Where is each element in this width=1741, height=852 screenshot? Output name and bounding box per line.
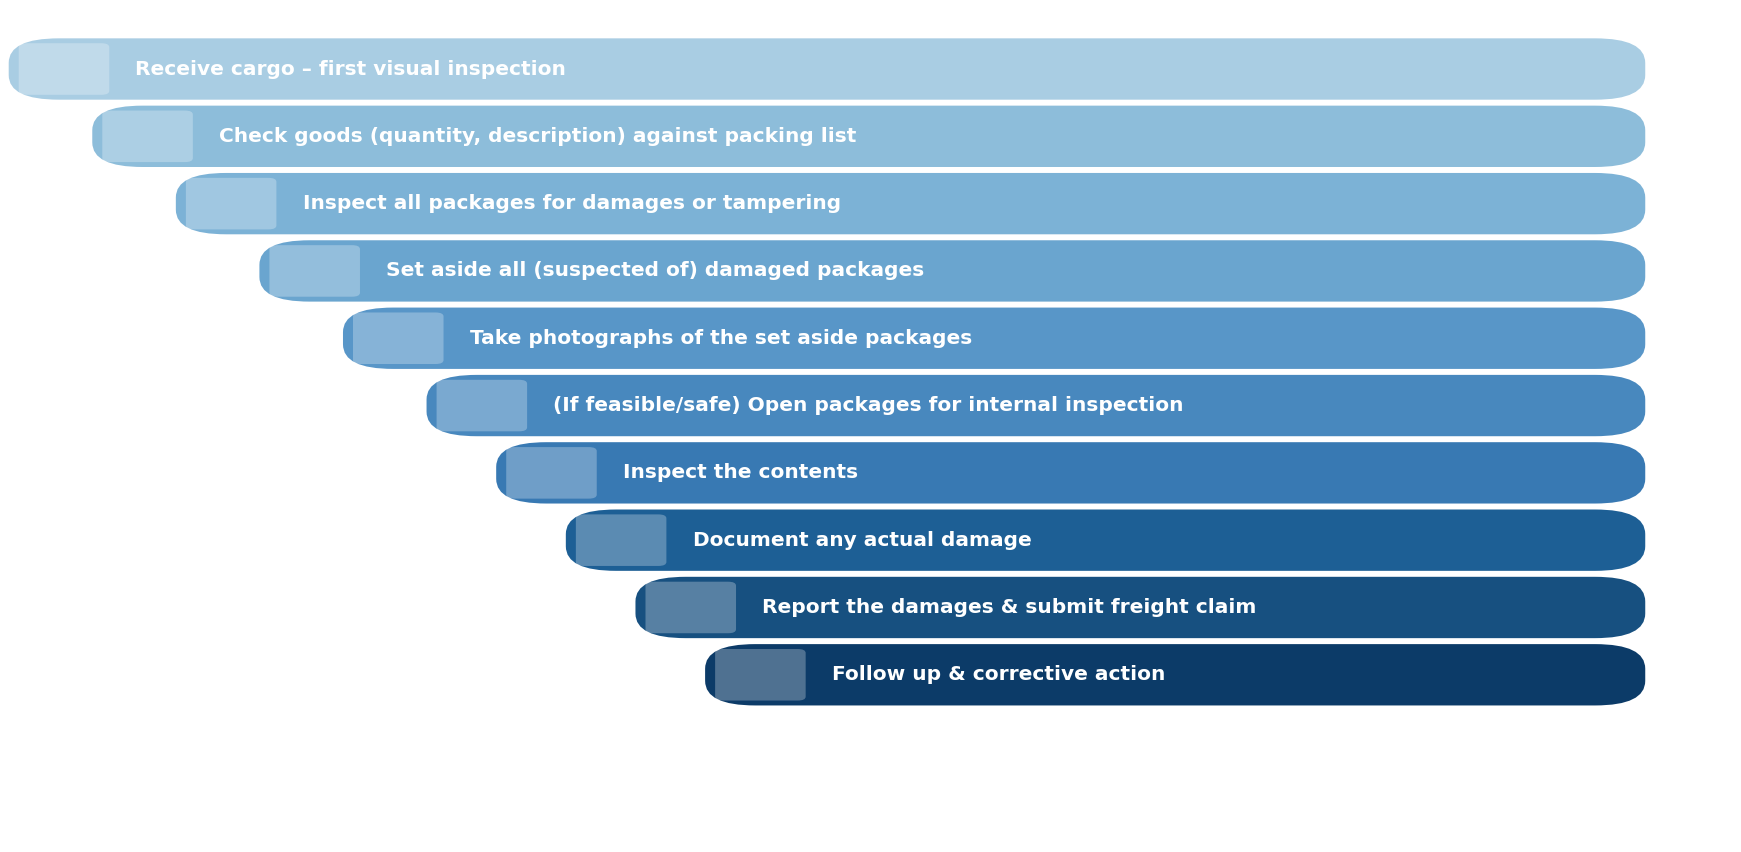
FancyBboxPatch shape bbox=[176, 173, 1645, 234]
Text: Document any actual damage: Document any actual damage bbox=[693, 531, 1031, 550]
Text: Take photographs of the set aside packages: Take photographs of the set aside packag… bbox=[470, 329, 971, 348]
FancyBboxPatch shape bbox=[270, 245, 360, 296]
FancyBboxPatch shape bbox=[507, 447, 597, 498]
FancyBboxPatch shape bbox=[496, 442, 1645, 504]
FancyBboxPatch shape bbox=[427, 375, 1645, 436]
Text: Receive cargo – first visual inspection: Receive cargo – first visual inspection bbox=[136, 60, 566, 78]
FancyBboxPatch shape bbox=[635, 577, 1645, 638]
FancyBboxPatch shape bbox=[566, 509, 1645, 571]
FancyBboxPatch shape bbox=[576, 515, 667, 566]
FancyBboxPatch shape bbox=[103, 111, 193, 162]
FancyBboxPatch shape bbox=[353, 313, 444, 364]
FancyBboxPatch shape bbox=[646, 582, 736, 633]
Text: Set aside all (suspected of) damaged packages: Set aside all (suspected of) damaged pac… bbox=[387, 262, 924, 280]
FancyBboxPatch shape bbox=[343, 308, 1645, 369]
Text: Follow up & corrective action: Follow up & corrective action bbox=[832, 665, 1165, 684]
FancyBboxPatch shape bbox=[19, 43, 110, 95]
FancyBboxPatch shape bbox=[259, 240, 1645, 302]
Text: Inspect the contents: Inspect the contents bbox=[623, 463, 858, 482]
Text: Inspect all packages for damages or tampering: Inspect all packages for damages or tamp… bbox=[303, 194, 841, 213]
FancyBboxPatch shape bbox=[9, 38, 1645, 100]
FancyBboxPatch shape bbox=[716, 649, 806, 700]
FancyBboxPatch shape bbox=[437, 380, 528, 431]
FancyBboxPatch shape bbox=[92, 106, 1645, 167]
FancyBboxPatch shape bbox=[186, 178, 277, 229]
Text: (If feasible/safe) Open packages for internal inspection: (If feasible/safe) Open packages for int… bbox=[554, 396, 1184, 415]
FancyBboxPatch shape bbox=[705, 644, 1645, 705]
Text: Report the damages & submit freight claim: Report the damages & submit freight clai… bbox=[763, 598, 1257, 617]
Text: Check goods (quantity, description) against packing list: Check goods (quantity, description) agai… bbox=[219, 127, 857, 146]
